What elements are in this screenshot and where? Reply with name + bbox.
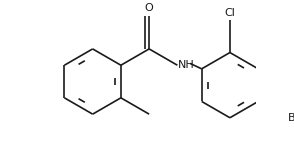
Text: Cl: Cl xyxy=(225,8,235,18)
Text: O: O xyxy=(145,3,153,13)
Text: NH: NH xyxy=(178,60,195,70)
Text: Br: Br xyxy=(288,113,294,123)
